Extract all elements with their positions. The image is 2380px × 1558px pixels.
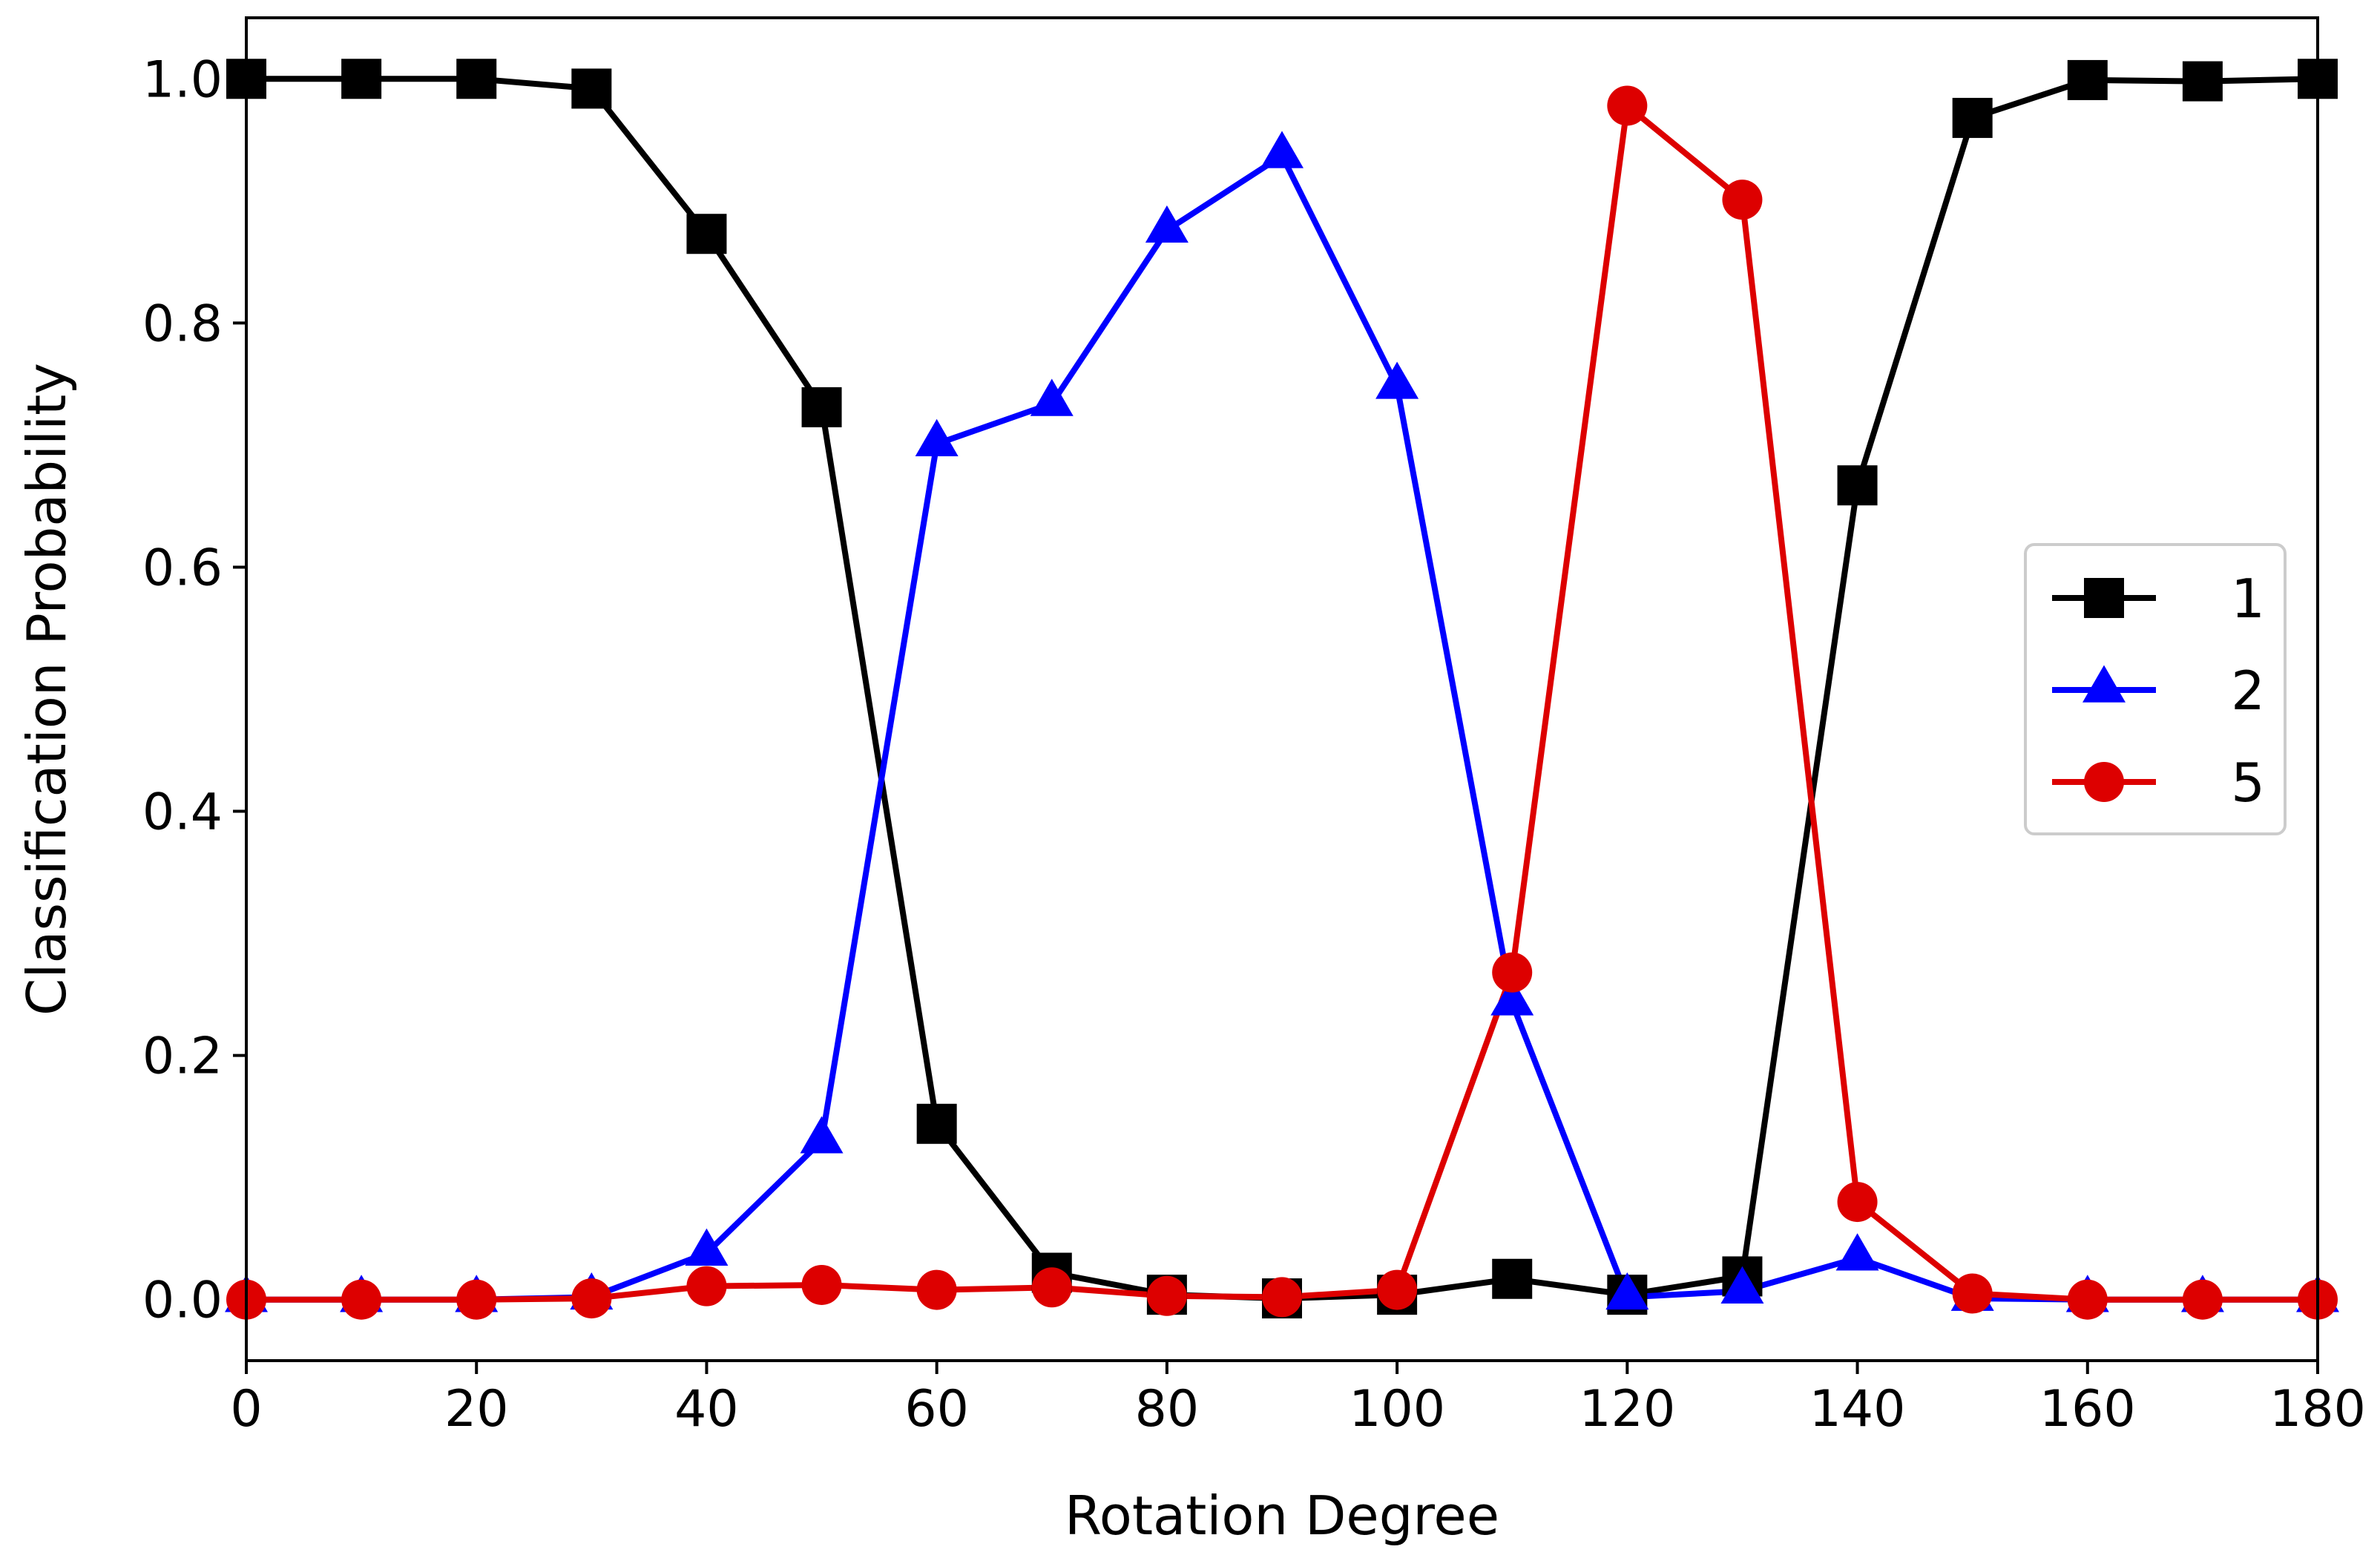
data-point [1837,465,1878,506]
series-line-2 [246,152,2313,1303]
data-point [916,1103,957,1144]
y-tick-label: 1.0 [142,50,223,109]
y-tick-label: 0.8 [142,295,223,353]
legend-label: 5 [2231,752,2265,814]
data-point [801,1264,842,1305]
data-point [341,59,382,99]
y-axis-title: Classification Probability [16,363,78,1016]
series-markers-1 [226,59,2338,1319]
data-point [1262,1277,1302,1318]
x-axis-title: Rotation Degree [1065,1485,1499,1547]
legend-marker [2084,762,2124,802]
x-tick-label: 140 [1809,1380,1906,1439]
y-tick-label: 0.0 [142,1272,223,1330]
legend-item-5: 5 [2052,752,2265,814]
data-point [571,68,612,109]
data-point [456,1279,497,1320]
x-tick-label: 180 [2269,1380,2366,1439]
data-point [2067,1279,2108,1320]
data-point [1490,978,1534,1016]
data-point [686,214,727,254]
legend-label: 1 [2231,568,2265,630]
legend-item-1: 1 [2052,568,2265,630]
data-point [800,1116,844,1154]
legend-label: 2 [2231,660,2265,722]
legend-marker [2082,665,2126,703]
data-point [1031,1267,1072,1308]
markers-group [225,59,2339,1320]
data-point [1146,1275,1187,1316]
legend: 1 2 5 [2024,543,2287,835]
x-tick-label: 80 [1135,1380,1200,1439]
data-point [1835,1233,1879,1271]
data-point [1720,1266,1764,1304]
data-point [916,1269,957,1310]
plot-area-frame [245,16,2319,1362]
x-tick-label: 60 [904,1380,969,1439]
data-point [1030,378,1074,416]
data-point [801,387,842,427]
x-tick-label: 0 [230,1380,262,1439]
data-point [1260,131,1304,168]
data-point [1492,952,1533,993]
series-markers-2 [225,131,2339,1312]
data-point [1952,97,1993,138]
data-point [685,1228,729,1266]
data-point [1837,1182,1878,1223]
data-point [1145,205,1189,243]
data-point [1375,361,1419,399]
legend-item-2: 2 [2052,660,2265,722]
data-point [571,1278,612,1319]
data-point [1952,1273,1993,1314]
x-tick-label: 100 [1349,1380,1445,1439]
data-point [1722,180,1763,220]
axis-ticks: 0 20 40 60 80 100 120 140 160 180 0.0 0.2 0.4 0.6 0.8 1… [142,50,2366,1439]
x-tick-label: 160 [2039,1380,2136,1439]
x-tick-label: 40 [674,1380,739,1439]
data-point [1605,1272,1649,1310]
data-point [2067,59,2108,100]
legend-marker [2084,578,2124,618]
data-point [1607,85,1648,126]
data-point [456,59,497,99]
y-tick-label: 0.6 [142,539,223,597]
data-point [915,418,959,457]
data-point [1377,1269,1418,1310]
data-point [341,1279,382,1320]
data-point [2182,61,2223,102]
data-point [686,1266,727,1306]
series-markers-5 [226,85,2338,1320]
series-line-5 [246,102,2313,1303]
x-tick-label: 120 [1579,1380,1675,1439]
data-point [1492,1258,1533,1299]
series-line-1 [246,76,2313,1302]
data-point [2182,1279,2223,1320]
y-tick-label: 0.2 [142,1028,223,1086]
series-group [246,76,2313,1303]
y-tick-label: 0.4 [142,783,223,842]
x-tick-label: 20 [444,1380,509,1439]
